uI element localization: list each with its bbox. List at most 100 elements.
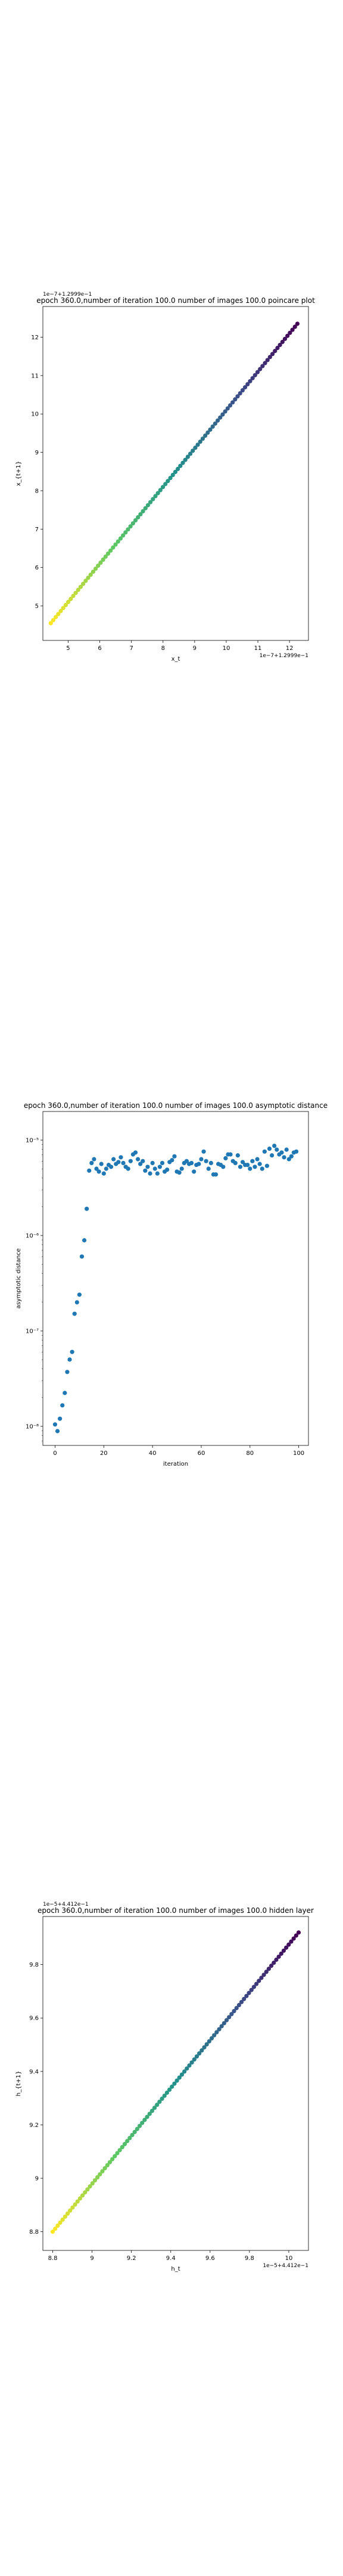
data-point	[66, 599, 71, 605]
data-point	[174, 2078, 179, 2083]
data-point	[220, 412, 225, 417]
y-tick-label: 9	[35, 450, 39, 456]
data-point	[229, 2012, 234, 2017]
data-point	[92, 2178, 98, 2183]
x-tick-label: 7	[129, 645, 133, 652]
data-point	[60, 1403, 65, 1408]
data-point	[275, 345, 280, 351]
y-tick-label: 5	[35, 603, 39, 610]
y-tick-label: 9.4	[29, 2069, 39, 2075]
data-point	[105, 551, 111, 556]
data-point	[197, 2051, 202, 2056]
data-point	[209, 2036, 214, 2041]
data-point	[286, 1157, 291, 1162]
data-point	[198, 439, 202, 444]
data-point	[52, 1422, 58, 1427]
data-point	[242, 1996, 247, 2001]
data-point	[116, 539, 120, 544]
x-tick-label: 100	[293, 1450, 304, 1457]
data-point	[296, 1930, 301, 1935]
data-point	[170, 2084, 174, 2089]
data-point	[240, 1160, 245, 1165]
x-axis-label: iteration	[163, 1461, 188, 1467]
data-point	[78, 584, 83, 589]
data-point	[162, 2093, 167, 2098]
data-point	[247, 1990, 251, 1995]
poincare-plot-chart: epoch 360.0,number of iteration 100.0 nu…	[15, 292, 315, 662]
data-point	[230, 400, 235, 405]
data-point	[58, 609, 63, 614]
data-point	[214, 2030, 219, 2035]
data-point	[272, 1144, 277, 1148]
data-point	[227, 2015, 232, 2020]
data-point	[158, 488, 163, 493]
data-point	[108, 1165, 114, 1169]
data-point	[166, 479, 170, 484]
data-point	[176, 466, 180, 471]
data-point	[155, 1171, 160, 1176]
data-point	[77, 2196, 83, 2201]
data-point	[217, 2027, 222, 2032]
x-tick-label: 6	[98, 645, 101, 652]
data-point	[284, 1945, 289, 1950]
y-tick-label: 10⁻⁸	[26, 1424, 39, 1431]
hidden-layer-figure: epoch 360.0,number of iteration 100.0 nu…	[0, 1896, 343, 2278]
data-point	[183, 457, 188, 462]
data-point	[234, 2005, 239, 2011]
y-tick-label: 10	[31, 411, 39, 418]
data-point	[282, 1155, 286, 1160]
data-point	[48, 621, 53, 626]
data-point	[113, 2154, 117, 2159]
data-point	[121, 1160, 126, 1165]
data-point	[81, 581, 86, 586]
data-point	[94, 1166, 99, 1171]
data-point	[75, 2199, 80, 2204]
data-point	[56, 612, 61, 617]
data-point	[126, 527, 130, 532]
data-point	[205, 430, 210, 435]
data-point	[145, 503, 151, 507]
data-point	[96, 1169, 101, 1174]
data-point	[222, 2021, 226, 2026]
data-point	[245, 382, 250, 386]
data-point	[264, 1163, 270, 1168]
data-point	[101, 557, 105, 562]
data-point	[152, 2106, 157, 2110]
data-point	[128, 524, 133, 529]
hidden-layer-chart: epoch 360.0,number of iteration 100.0 nu…	[15, 1902, 314, 2272]
plot-frame	[42, 1111, 309, 1446]
data-point	[133, 1150, 138, 1155]
data-point	[143, 506, 148, 510]
data-point	[291, 1936, 296, 1941]
data-point	[192, 1169, 197, 1174]
data-point	[276, 1954, 281, 1959]
x-tick-label: 9.6	[205, 2255, 215, 2262]
data-point	[148, 1171, 152, 1176]
data-point	[270, 352, 275, 357]
x-tick-label: 12	[286, 645, 294, 652]
data-point	[270, 1153, 275, 1158]
data-point	[111, 1157, 116, 1162]
data-point	[292, 324, 297, 329]
data-point	[233, 397, 238, 402]
data-point	[223, 409, 227, 414]
data-point	[151, 497, 155, 501]
data-point	[63, 1391, 67, 1395]
data-point	[168, 476, 173, 481]
data-point	[128, 1159, 133, 1163]
data-point	[210, 424, 215, 429]
data-point	[184, 1159, 189, 1163]
x-tick-label: 9.4	[166, 2255, 176, 2262]
data-point	[245, 1163, 250, 1168]
data-point	[119, 1155, 123, 1160]
data-point	[148, 500, 153, 504]
data-point	[192, 2057, 197, 2062]
y-tick-label: 9.2	[29, 2122, 39, 2129]
data-point	[68, 2208, 73, 2213]
data-point	[248, 1166, 252, 1171]
data-point	[242, 385, 248, 390]
data-point	[143, 1168, 148, 1173]
y-tick-label: 10⁻⁵	[26, 1138, 39, 1144]
data-point	[281, 1948, 286, 1953]
y-tick-label: 9.8	[29, 1962, 39, 1968]
